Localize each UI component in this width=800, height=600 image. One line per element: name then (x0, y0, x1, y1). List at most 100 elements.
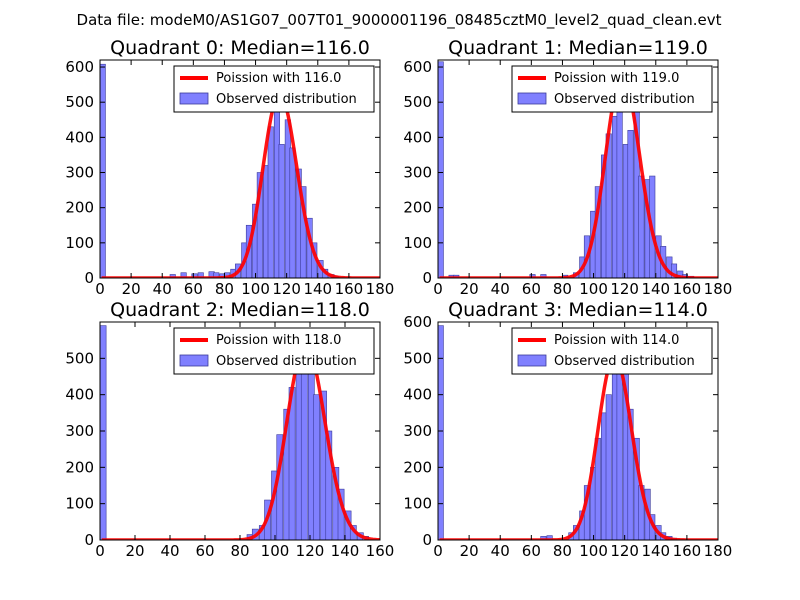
y-tick-label: 400 (65, 128, 94, 146)
histogram-bar (100, 63, 106, 278)
y-tick-label: 100 (403, 234, 432, 252)
figure-title: Data file: modeM0/AS1G07_007T01_90000011… (77, 11, 722, 30)
histogram-bar (289, 147, 296, 278)
x-tick-label: 60 (195, 542, 214, 560)
y-tick-label: 0 (422, 269, 432, 287)
y-tick-label: 100 (65, 495, 94, 513)
y-tick-label: 0 (84, 531, 94, 549)
y-tick-label: 200 (403, 199, 432, 217)
legend-bar-swatch (517, 354, 547, 367)
plot-area (100, 63, 380, 278)
x-tick-label: 140 (641, 280, 670, 298)
x-tick-label: 40 (153, 280, 172, 298)
legend-line-label: Poission with 119.0 (554, 71, 679, 86)
x-tick-label: 20 (460, 542, 479, 560)
histogram-bar (671, 263, 678, 278)
poisson-curve (101, 92, 380, 278)
x-tick-label: 180 (704, 542, 733, 560)
subplot-title: Quadrant 1: Median=119.0 (448, 37, 708, 59)
y-tick-label: 300 (403, 164, 432, 182)
subplot-quadrant-1: Quadrant 1: Median=119.00 20 40 60 80 100 120 1… (403, 37, 732, 298)
histogram-bar (616, 105, 623, 278)
x-tick-label: 120 (610, 542, 639, 560)
subplot-quadrant-0: Quadrant 0: Median=116.00 20 40 60 80 100 120 1… (65, 37, 394, 298)
legend-bar-swatch (179, 92, 209, 105)
y-tick-label: 0 (84, 269, 94, 287)
y-tick-label: 400 (65, 386, 94, 404)
legend-bar-swatch (179, 354, 209, 367)
x-tick-label: 40 (160, 542, 179, 560)
x-tick-label: 160 (673, 280, 702, 298)
y-tick-label: 600 (65, 58, 94, 76)
y-tick-label: 0 (422, 531, 432, 549)
legend-line-label: Poission with 116.0 (216, 71, 341, 86)
histogram-bar (438, 325, 444, 540)
x-tick-label: 100 (241, 280, 270, 298)
subplot-title: Quadrant 2: Median=118.0 (110, 299, 370, 321)
histogram-bar (300, 186, 307, 278)
x-tick-label: 20 (122, 280, 141, 298)
x-tick-label: 0 (95, 280, 105, 298)
legend: Poission with 118.0 Observed distribution (173, 327, 375, 375)
subplot-title: Quadrant 0: Median=116.0 (110, 37, 370, 59)
legend-bar-label: Observed distribution (554, 92, 695, 107)
x-tick-label: 60 (522, 542, 541, 560)
x-tick-label: 100 (579, 280, 608, 298)
y-tick-label: 600 (403, 313, 432, 331)
x-tick-label: 140 (331, 542, 360, 560)
histogram-bar (300, 372, 308, 540)
legend-frame (173, 65, 375, 113)
x-tick-label: 80 (553, 280, 572, 298)
x-tick-label: 160 (335, 280, 364, 298)
x-tick-label: 40 (491, 542, 510, 560)
axes-frame (437, 59, 719, 279)
subplot-title: Quadrant 3: Median=114.0 (448, 299, 708, 321)
y-tick-label: 100 (403, 495, 432, 513)
histogram-bar (256, 172, 263, 278)
x-tick-label: 60 (184, 280, 203, 298)
x-tick-label: 120 (610, 280, 639, 298)
x-tick-label: 100 (261, 542, 290, 560)
legend-bar-label: Observed distribution (216, 92, 357, 107)
x-tick-label: 40 (491, 280, 510, 298)
y-tick-label: 500 (65, 349, 94, 367)
x-tick-label: 80 (553, 542, 572, 560)
x-tick-label: 140 (641, 542, 670, 560)
histogram-bar (325, 430, 333, 540)
x-tick-label: 100 (579, 542, 608, 560)
x-tick-label: 120 (296, 542, 325, 560)
legend-bar-label: Observed distribution (216, 354, 357, 369)
x-tick-label: 180 (704, 280, 733, 298)
histogram-bar (267, 126, 274, 278)
histogram-bar (546, 535, 553, 540)
x-tick-label: 160 (366, 542, 395, 560)
histogram-bar (627, 130, 634, 278)
histogram-bar (278, 144, 285, 278)
x-tick-label: 80 (215, 280, 234, 298)
histogram-bar (627, 408, 634, 540)
y-tick-label: 500 (403, 93, 432, 111)
y-tick-label: 600 (403, 58, 432, 76)
y-tick-label: 300 (403, 422, 432, 440)
subplot-quadrant-2: Quadrant 2: Median=118.0 0 20 40 60 80 100 120 1… (65, 299, 394, 560)
y-tick-label: 500 (65, 93, 94, 111)
y-tick-label: 100 (65, 234, 94, 252)
histogram-bar (438, 61, 444, 278)
y-tick-label: 300 (65, 422, 94, 440)
x-tick-label: 180 (366, 280, 395, 298)
histogram-bar (100, 325, 107, 540)
legend-bar-swatch (517, 92, 547, 105)
poisson-curve (439, 354, 718, 540)
subplot-quadrant-3: Quadrant 3: Median=114.00 20 40 60 80 100 120 1… (403, 299, 732, 560)
x-tick-label: 20 (460, 280, 479, 298)
y-tick-label: 300 (65, 164, 94, 182)
histogram-bar (605, 394, 612, 540)
legend-line-label: Poission with 118.0 (216, 333, 341, 348)
x-tick-label: 60 (522, 280, 541, 298)
legend: Poission with 116.0 Observed distribution (173, 65, 375, 113)
legend: Poission with 114.0 Observed distribution (511, 327, 713, 375)
y-tick-label: 400 (403, 128, 432, 146)
y-tick-label: 500 (403, 349, 432, 367)
x-tick-label: 0 (95, 542, 105, 560)
